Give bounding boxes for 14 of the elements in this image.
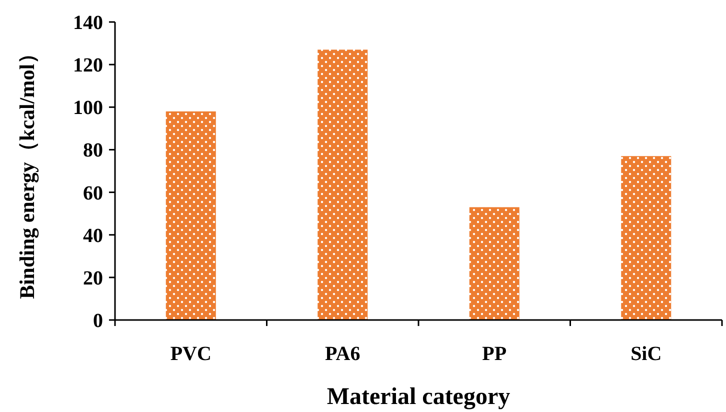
y-tick-label: 40 — [83, 224, 103, 247]
y-tick-label: 100 — [73, 97, 103, 120]
y-tick-label: 140 — [73, 12, 103, 34]
x-tick-label: PA6 — [325, 343, 360, 365]
y-tick-label: 0 — [93, 310, 103, 332]
y-axis-title: Binding energy（kcal/mol） — [15, 42, 39, 300]
x-tick-label: SiC — [630, 343, 662, 365]
y-tick-label: 80 — [83, 140, 103, 162]
y-tick-label: 120 — [73, 54, 103, 77]
x-tick-label: PVC — [170, 343, 212, 365]
x-axis-title: Material category — [326, 384, 510, 410]
x-tick-label: PP — [482, 343, 507, 365]
y-tick-label: 20 — [83, 267, 103, 290]
y-tick-label: 60 — [83, 182, 103, 204]
